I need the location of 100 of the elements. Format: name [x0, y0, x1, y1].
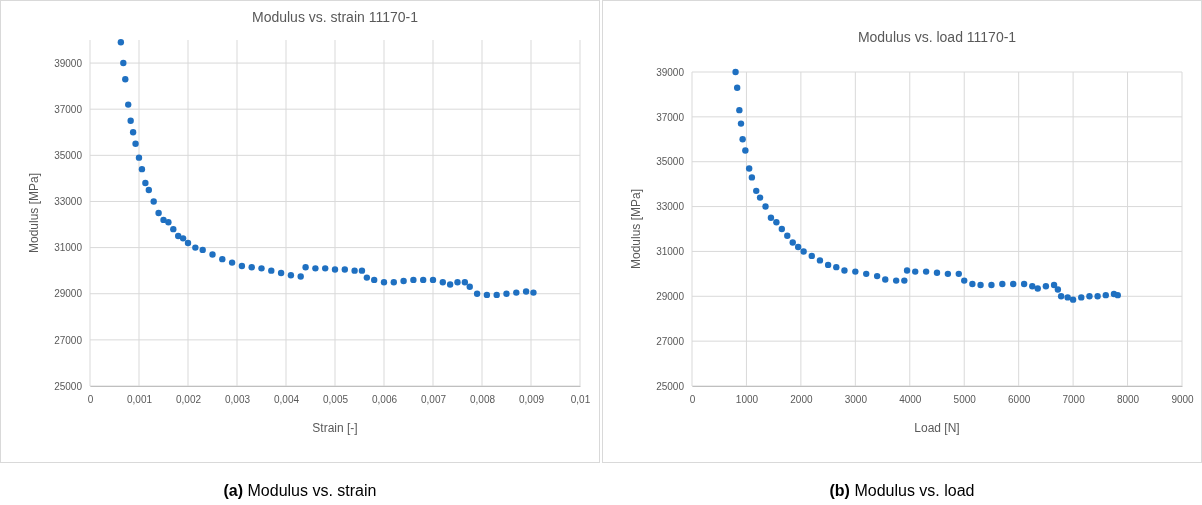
point	[833, 263, 840, 271]
y-axis-title: Modulus [MPa]	[629, 188, 643, 270]
y-tick-label: 31000	[54, 242, 83, 254]
point	[824, 261, 832, 269]
point	[238, 262, 246, 270]
point	[745, 165, 753, 172]
x-tick-label: 0	[87, 394, 94, 406]
point	[228, 259, 236, 266]
chart-title: Modulus vs. strain 11170-1	[251, 9, 419, 25]
point	[302, 264, 309, 271]
x-tick-label: 0,004	[273, 394, 300, 406]
point	[1010, 280, 1017, 288]
point	[1034, 285, 1041, 292]
point	[454, 279, 461, 286]
x-axis-title: Load [N]	[914, 421, 960, 435]
point	[944, 270, 952, 278]
point	[322, 265, 329, 272]
x-tick-label: 2000	[790, 394, 813, 406]
y-tick-label: 39000	[54, 57, 83, 69]
point	[117, 39, 125, 46]
y-tick-label: 29000	[656, 290, 685, 302]
point	[816, 257, 824, 264]
point	[277, 269, 285, 277]
point	[1057, 293, 1065, 300]
point	[1086, 293, 1093, 300]
point	[739, 136, 746, 143]
point	[961, 277, 968, 284]
point	[1054, 286, 1062, 293]
point	[1102, 291, 1109, 299]
point	[748, 174, 756, 181]
point	[400, 277, 407, 285]
point	[248, 264, 255, 271]
x-tick-label: 7000	[1062, 394, 1086, 406]
point	[184, 239, 192, 247]
x-tick-label: 0,007	[420, 394, 447, 406]
x-tick-label: 9000	[1171, 394, 1195, 406]
y-tick-label: 33000	[656, 201, 685, 213]
point	[429, 276, 437, 284]
x-tick-label: 8000	[1116, 394, 1140, 406]
point	[882, 276, 889, 283]
point	[446, 281, 454, 288]
point	[530, 289, 537, 296]
point	[129, 129, 137, 136]
point	[145, 186, 152, 194]
y-tick-label: 37000	[54, 103, 83, 115]
point	[892, 277, 900, 284]
y-tick-label: 29000	[54, 288, 83, 300]
x-tick-label: 5000	[953, 394, 977, 406]
point	[808, 252, 815, 260]
point	[503, 290, 510, 297]
text: (a) Modulus vs. strain	[223, 482, 377, 499]
point	[142, 179, 149, 187]
point	[312, 265, 319, 272]
point	[753, 187, 760, 195]
x-tick-label: 0	[689, 394, 696, 406]
point	[1050, 281, 1058, 289]
point	[258, 265, 265, 272]
point	[513, 289, 520, 296]
point	[933, 269, 941, 276]
point	[737, 120, 745, 127]
point	[873, 272, 881, 280]
y-tick-label: 35000	[656, 156, 685, 168]
point	[358, 267, 366, 274]
point	[999, 280, 1006, 288]
point	[863, 270, 870, 278]
y-tick-label: 37000	[656, 111, 685, 123]
y-tick-label: 35000	[54, 150, 83, 162]
point	[179, 235, 187, 242]
x-tick-label: 6000	[1008, 394, 1031, 406]
point	[789, 239, 796, 246]
point	[439, 279, 446, 286]
point	[1042, 282, 1050, 290]
point	[1094, 293, 1101, 300]
point	[912, 268, 919, 275]
x-axis-title: Strain [-]	[312, 421, 358, 435]
point	[351, 267, 358, 274]
point	[969, 280, 976, 288]
point	[127, 117, 134, 124]
point	[1020, 280, 1028, 288]
point	[380, 279, 388, 286]
x-tick-label: 0,01	[570, 394, 591, 406]
point	[800, 248, 807, 255]
point	[461, 279, 469, 286]
point	[1064, 294, 1071, 301]
point	[773, 219, 780, 226]
point	[733, 84, 741, 91]
point	[922, 268, 930, 275]
y-tick-label: 27000	[656, 335, 685, 347]
point	[852, 268, 859, 275]
y-tick-label: 31000	[656, 246, 685, 258]
point	[901, 277, 908, 284]
point	[841, 267, 848, 274]
point	[138, 165, 146, 173]
point	[1078, 294, 1085, 301]
x-tick-label: 0,005	[322, 394, 349, 406]
point	[192, 244, 199, 251]
point	[955, 270, 962, 278]
point	[155, 209, 162, 217]
point	[1029, 282, 1036, 290]
x-tick-label: 0,001	[126, 394, 153, 406]
